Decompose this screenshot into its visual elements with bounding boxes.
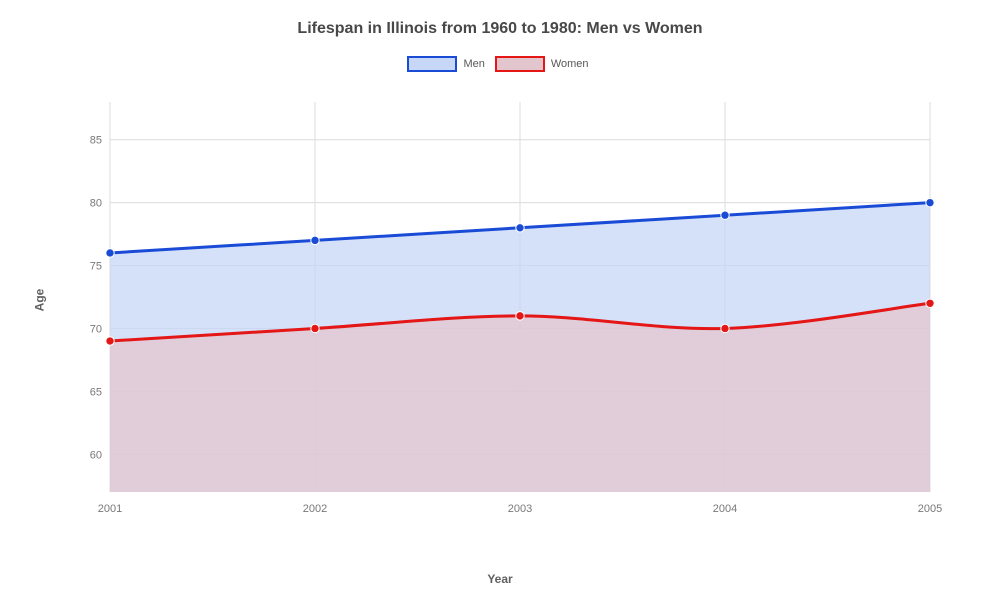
x-tick-label: 2001 [98, 503, 122, 515]
y-tick-label: 70 [90, 323, 102, 335]
legend-label-men: Men [463, 58, 484, 70]
x-axis-label: Year [487, 572, 512, 586]
data-point [311, 236, 319, 244]
plot-area: 60 65 70 75 80 85 2001 2002 2003 2004 2005 [80, 92, 950, 532]
data-point [926, 299, 934, 307]
legend: Men Women [0, 56, 1000, 72]
x-tick-label: 2005 [918, 503, 942, 515]
y-axis-label: Age [32, 289, 46, 312]
chart-title: Lifespan in Illinois from 1960 to 1980: … [0, 0, 1000, 38]
y-tick-label: 60 [90, 449, 102, 461]
data-point [721, 211, 729, 219]
y-tick-label: 75 [90, 261, 102, 273]
data-point [516, 224, 524, 232]
y-tick-label: 85 [90, 135, 102, 147]
y-tick-label: 80 [90, 198, 102, 210]
x-tick-label: 2002 [303, 503, 327, 515]
data-point [721, 324, 729, 332]
data-point [516, 312, 524, 320]
legend-swatch-men [407, 56, 457, 72]
x-tick-label: 2004 [713, 503, 737, 515]
x-tick-label: 2003 [508, 503, 532, 515]
legend-label-women: Women [551, 58, 589, 70]
data-point [106, 249, 114, 257]
chart-svg: 60 65 70 75 80 85 2001 2002 2003 2004 2005 [80, 92, 950, 532]
data-point [311, 324, 319, 332]
data-point [106, 337, 114, 345]
legend-swatch-women [495, 56, 545, 72]
y-tick-label: 65 [90, 386, 102, 398]
data-point [926, 198, 934, 206]
